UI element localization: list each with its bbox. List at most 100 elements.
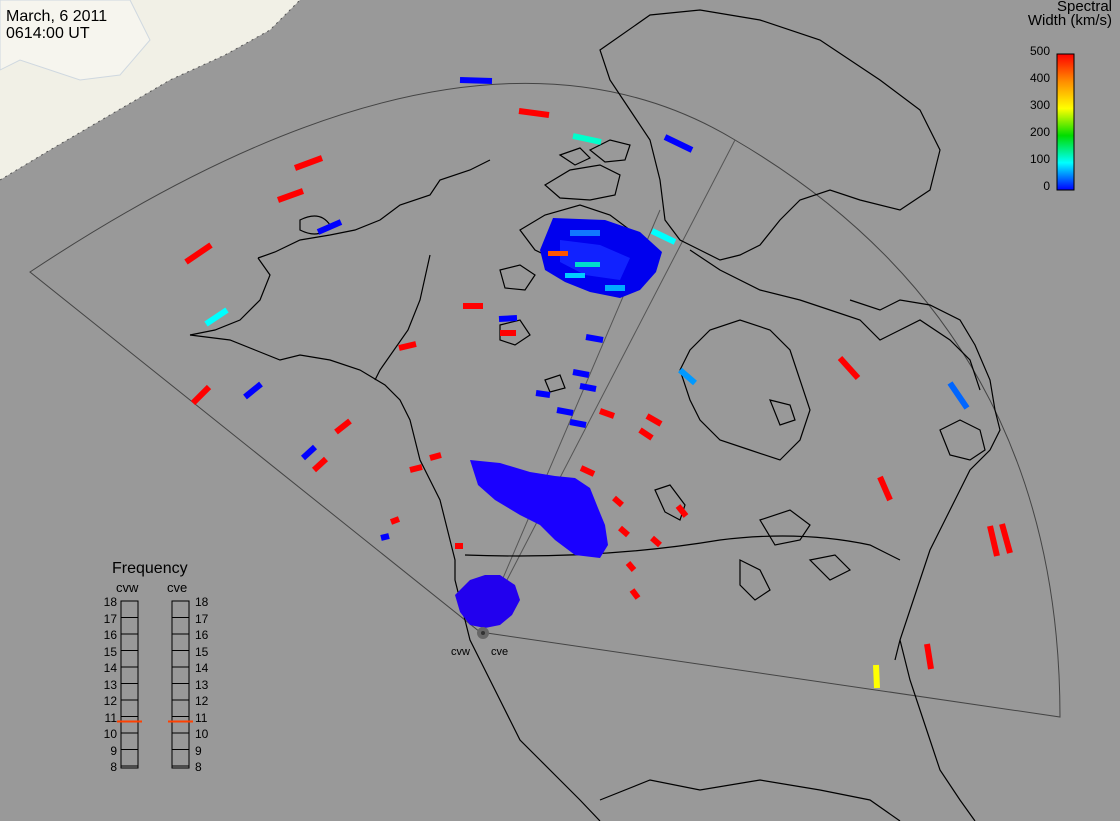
colorbar-title-line2: Width (km/s) [1027, 12, 1112, 29]
echo [569, 419, 587, 428]
echo [409, 464, 423, 473]
radar-site-dot [481, 631, 485, 635]
echo [638, 427, 654, 441]
echo [300, 444, 318, 461]
cvw-frequency-tick: 18 [103, 595, 117, 609]
echo [873, 664, 880, 689]
echo [987, 525, 1000, 557]
echo [334, 418, 352, 435]
echo [625, 561, 637, 572]
cve-frequency-column [171, 600, 190, 769]
echo-patch-arctic-lightblue [570, 230, 600, 236]
echo [498, 315, 518, 322]
cvw-frequency-tick: 13 [103, 677, 117, 692]
echo [678, 367, 697, 386]
echo [459, 77, 493, 84]
cvw-frequency-tick: 15 [103, 644, 117, 659]
echo [311, 456, 329, 473]
echo [645, 413, 663, 427]
echo [518, 108, 550, 118]
echo [924, 643, 934, 670]
echo-patch-arctic-cyan2 [605, 285, 625, 291]
echo [675, 504, 689, 518]
cve-frequency-tick: 18 [195, 595, 209, 609]
cve-frequency-tick: 15 [195, 644, 209, 659]
cvw-frequency-column [120, 600, 139, 769]
echo [999, 523, 1013, 554]
cve-frequency-tick: 16 [195, 628, 209, 642]
echo [650, 228, 677, 245]
cve-label: cve [167, 580, 188, 595]
echo [572, 369, 590, 378]
colorbar-tick: 500 [1029, 44, 1050, 58]
coastlines [189, 9, 1001, 821]
echo [276, 188, 305, 203]
colorbar-tick: 0 [1043, 179, 1050, 193]
echo [612, 495, 624, 508]
timestamp: March, 6 2011 0614:00 UT [6, 8, 107, 42]
echo-patch-arctic-inner [560, 240, 630, 280]
colorbar [1056, 53, 1075, 191]
frequency-boxes [120, 600, 190, 769]
colorbar-title-line1: Spectral [1056, 0, 1112, 15]
echo [579, 465, 596, 477]
cvw-frequency-tick: 11 [104, 710, 117, 725]
colorbar-tick: 200 [1029, 125, 1050, 139]
backscatter-data [184, 77, 1013, 689]
date-label: March, 6 2011 [6, 8, 108, 25]
echo [556, 407, 574, 416]
echo [389, 516, 401, 525]
echo [877, 475, 893, 502]
colorbar-tick: 400 [1029, 71, 1050, 85]
time-label: 0614:00 UT [6, 25, 90, 42]
colorbar-title: Spectral Width (km/s) [1028, 0, 1112, 28]
echo [535, 390, 551, 398]
echo [184, 242, 213, 265]
radar-label-west: cvw [451, 646, 470, 658]
cve-frequency-tick: 14 [195, 661, 209, 675]
echo [663, 134, 694, 153]
echo [398, 341, 417, 351]
radar-label-east: cve [491, 646, 509, 658]
echo [650, 535, 662, 548]
echo [204, 307, 229, 327]
fov-center-line-east [479, 139, 736, 633]
cve-frequency-tick: 13 [195, 677, 209, 692]
cve-frequency-tick: 11 [195, 710, 208, 725]
echo [293, 155, 324, 171]
echo-patch-central [470, 460, 608, 558]
cvw-frequency-tick: 9 [110, 743, 117, 758]
echo [579, 383, 597, 392]
echo [429, 452, 442, 461]
echo-patch-arctic-teal [575, 262, 600, 267]
echo [585, 334, 604, 343]
colorbar-tick: 300 [1029, 98, 1050, 112]
daylight-land [0, 0, 151, 81]
cvw-frequency-tick: 12 [103, 694, 117, 708]
echo-patch-radar [455, 575, 520, 628]
cvw-frequency-tick: 14 [103, 661, 117, 675]
echo [629, 588, 641, 600]
echo [316, 219, 343, 235]
echo [947, 381, 970, 410]
echo [380, 533, 390, 541]
colorbar-tick: 100 [1029, 152, 1050, 166]
cve-frequency-tick: 10 [195, 727, 209, 741]
cvw-frequency-tick: 17 [103, 611, 117, 626]
frequency-title: Frequency [112, 560, 188, 577]
echo [837, 355, 861, 381]
echo-patch-arctic-cyan [565, 273, 585, 278]
cvw-label: cvw [116, 580, 139, 595]
cvw-frequency-tick: 16 [103, 628, 117, 642]
cve-frequency-tick: 12 [195, 694, 209, 708]
dense-echo-regions [455, 218, 662, 628]
echo [243, 381, 263, 400]
cvw-frequency-tick: 10 [103, 727, 117, 741]
echo [618, 525, 630, 538]
cve-frequency-tick: 17 [195, 611, 209, 626]
cvw-frequency-tick: 8 [110, 760, 117, 774]
cve-frequency-tick: 9 [195, 743, 202, 758]
echo-patch-arctic-orange [548, 251, 568, 256]
